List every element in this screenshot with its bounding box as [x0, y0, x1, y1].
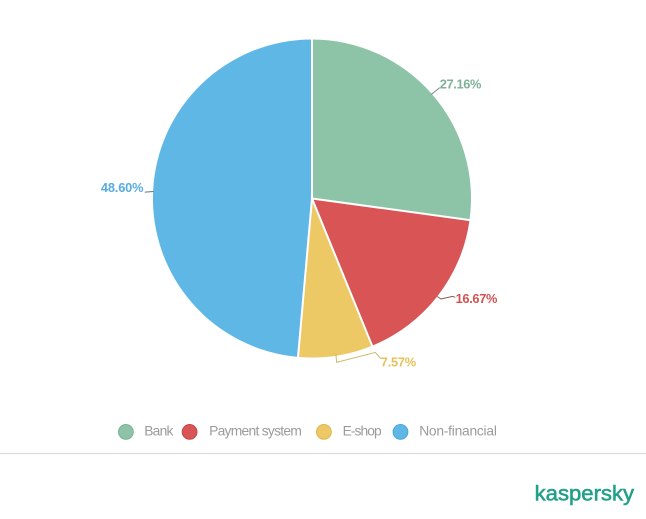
svg-text:27.16%: 27.16%: [440, 76, 482, 91]
svg-text:Payment system: Payment system: [209, 424, 302, 439]
svg-text:48.60%: 48.60%: [101, 180, 144, 195]
svg-text:kaspersky: kaspersky: [535, 483, 635, 506]
svg-text:16.67%: 16.67%: [456, 291, 498, 306]
svg-text:Non-financial: Non-financial: [419, 424, 497, 439]
svg-text:7.57%: 7.57%: [381, 355, 417, 370]
svg-text:E-shop: E-shop: [343, 424, 382, 439]
svg-text:Bank: Bank: [144, 424, 173, 439]
